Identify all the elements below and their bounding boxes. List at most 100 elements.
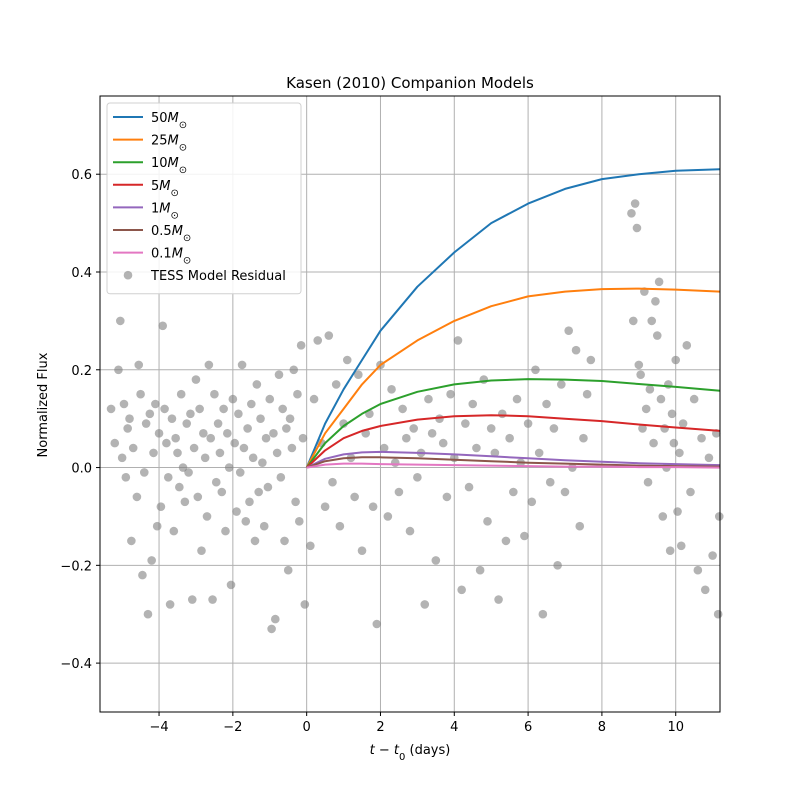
scatter-point — [237, 360, 247, 370]
scatter-point — [296, 341, 306, 350]
scatter-point — [431, 556, 441, 565]
scatter-point — [704, 453, 714, 463]
scatter-point — [542, 399, 551, 409]
scatter-point — [239, 443, 249, 453]
legend-label: 50M⊙ — [151, 111, 187, 131]
scatter-point — [689, 394, 699, 404]
scatter-point — [335, 521, 345, 531]
scatter-point — [256, 414, 265, 423]
scatter-point — [278, 404, 287, 414]
scatter-point — [693, 565, 703, 575]
scatter-point — [509, 487, 518, 497]
scatter-point — [270, 614, 280, 624]
scatter-point — [213, 419, 223, 428]
scatter-point — [132, 492, 142, 502]
scatter-point — [379, 443, 389, 453]
x-axis-label-sub: 0 — [399, 752, 405, 763]
scatter-point — [125, 414, 134, 423]
scatter-point — [643, 477, 653, 487]
scatter-point — [564, 326, 573, 335]
scatter-point — [549, 424, 559, 433]
scatter-point — [713, 609, 723, 619]
scatter-point — [197, 546, 206, 555]
series-line — [305, 378, 721, 469]
scatter-point — [282, 424, 291, 433]
plot-frame — [99, 95, 721, 713]
scatter-point — [354, 370, 363, 379]
scatter-point — [545, 477, 555, 487]
legend-label: 25M⊙ — [151, 134, 187, 154]
x-tick-label: 4 — [450, 720, 458, 735]
scatter-point — [560, 487, 570, 497]
scatter-point — [182, 419, 192, 428]
scatter-point — [409, 424, 418, 433]
scatter-point — [215, 448, 225, 458]
scatter-point — [582, 389, 592, 399]
scatter-point — [658, 512, 668, 521]
scatter-point — [636, 370, 645, 379]
scatter-point — [123, 424, 132, 433]
scatter-point — [652, 331, 662, 340]
x-tick-label: 2 — [376, 720, 384, 735]
legend: 50M⊙ 25M⊙10M⊙ 5M⊙1M⊙ 0.5M⊙ 0.1M⊙ TESS Model R… — [106, 102, 302, 295]
scatter-point — [202, 512, 212, 521]
scatter-point — [234, 409, 243, 419]
scatter-point — [221, 526, 230, 536]
scatter-point — [156, 502, 166, 511]
y-tick-label: −0.4 — [60, 657, 92, 672]
scatter-point — [250, 536, 260, 546]
scatter-point — [697, 433, 706, 443]
scatter-point — [128, 443, 138, 453]
scatter-point — [191, 375, 201, 384]
scatter-point — [424, 394, 433, 404]
scatter-point — [309, 394, 319, 404]
scatter-point — [383, 512, 393, 521]
scatter-point — [461, 419, 470, 428]
legend-box — [106, 102, 302, 295]
scatter-point — [472, 443, 481, 453]
scatter-point — [520, 531, 529, 541]
scatter-point — [160, 404, 169, 414]
scatter-point — [494, 595, 503, 604]
scatter-point — [402, 433, 411, 443]
scatter-point — [700, 585, 710, 595]
scatter-point — [210, 389, 219, 399]
scatter-point — [457, 585, 466, 595]
scatter-point — [248, 453, 258, 463]
scatter-point — [294, 517, 304, 526]
scatter-point — [134, 360, 144, 370]
y-tick-label: 0.2 — [71, 364, 92, 379]
scatter-point — [258, 458, 267, 467]
scatter-point — [121, 473, 131, 482]
scatter-point — [446, 389, 455, 399]
scatter-point — [117, 453, 127, 463]
scatter-point — [291, 497, 300, 507]
scatter-point — [193, 492, 203, 502]
y-tick-label: 0.4 — [71, 266, 92, 281]
scatter-point — [645, 385, 655, 394]
scatter-point — [224, 463, 234, 472]
legend-label: 1M⊙ — [151, 201, 179, 221]
scatter-point — [651, 297, 660, 306]
scatter-point — [298, 433, 308, 443]
scatter-point — [667, 409, 677, 419]
x-tick-label: 6 — [524, 720, 532, 735]
scatter-point — [206, 433, 216, 443]
scatter-point — [342, 355, 352, 365]
scatter-point — [223, 429, 232, 438]
scatter-point — [226, 580, 236, 590]
scatter-point — [127, 536, 136, 546]
scatter-point — [235, 468, 245, 477]
scatter-point — [152, 521, 162, 531]
legend-label: 10M⊙ — [151, 156, 187, 176]
legend-label: TESS Model Residual — [150, 269, 286, 284]
scatter-point — [195, 404, 204, 414]
scatter-point — [187, 595, 197, 604]
scatter-point — [263, 482, 273, 492]
legend-label: 0.5M⊙ — [151, 224, 191, 244]
scatter-point — [505, 433, 514, 443]
scatter-point — [438, 438, 448, 448]
scatter-point — [171, 433, 180, 443]
scatter-point — [259, 521, 269, 531]
scatter-point — [106, 404, 116, 414]
